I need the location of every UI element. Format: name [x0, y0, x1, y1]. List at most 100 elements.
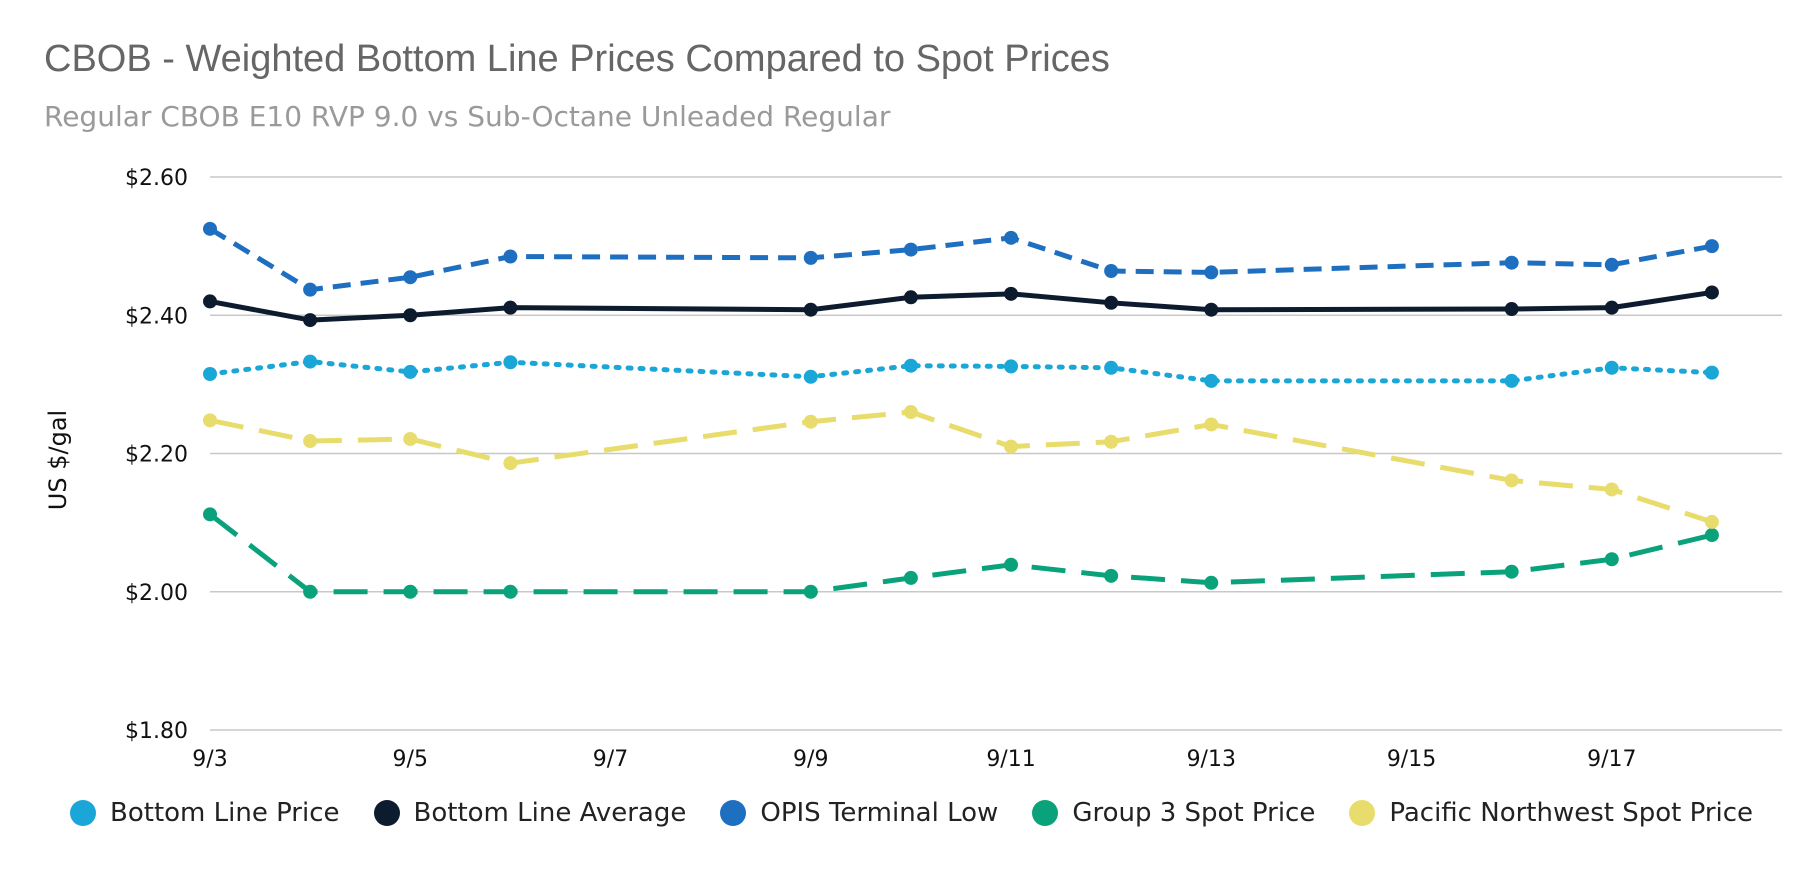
y-axis-label: US $/gal: [44, 410, 72, 510]
data-point: [1004, 439, 1019, 454]
data-point: [503, 300, 518, 315]
legend-item[interactable]: Pacific Northwest Spot Price: [1349, 798, 1753, 828]
chart-legend: Bottom Line Price Bottom Line Average OPIS…: [70, 798, 1753, 828]
data-point: [1504, 302, 1519, 317]
chart-subtitle: Regular CBOB E10 RVP 9.0 vs Sub-Octane U…: [44, 100, 891, 133]
x-axis-ticks: 9/3 9/5 9/7 9/9 9/11 9/13 9/15 9/17: [192, 747, 1636, 772]
data-point: [303, 584, 318, 599]
data-point: [903, 290, 918, 305]
data-point: [203, 367, 217, 382]
data-point: [303, 354, 318, 369]
data-point: [303, 313, 318, 328]
data-point: [1504, 473, 1519, 488]
data-point: [1504, 255, 1519, 270]
legend-swatch-icon: [1032, 800, 1059, 826]
y-tick-label: $1.80: [125, 719, 188, 744]
data-point: [203, 413, 217, 428]
data-point: [903, 358, 918, 373]
legend-item[interactable]: Bottom Line Price: [70, 798, 340, 828]
data-point: [1104, 568, 1119, 583]
series-points: [203, 221, 1719, 599]
data-point: [403, 431, 418, 446]
data-point: [1104, 360, 1119, 375]
series-line-pacific-northwest-spot-price: [209, 409, 1713, 525]
data-point: [1504, 564, 1519, 579]
legend-label: Bottom Line Price: [110, 798, 340, 828]
series-line-bottom-line-price: [207, 359, 1715, 384]
grid-lines: [210, 176, 1782, 731]
legend-item[interactable]: Group 3 Spot Price: [1032, 798, 1315, 828]
data-point: [403, 584, 418, 599]
x-tick-label: 9/11: [986, 747, 1035, 772]
legend-item[interactable]: Bottom Line Average: [373, 798, 687, 828]
series-line-group-3-spot-price: [208, 512, 1713, 595]
y-tick-label: $2.00: [125, 581, 188, 606]
data-point: [403, 364, 418, 379]
data-point: [1204, 302, 1219, 317]
legend-item[interactable]: OPIS Terminal Low: [720, 798, 998, 828]
x-tick-label: 9/17: [1587, 747, 1636, 772]
data-point: [503, 584, 518, 599]
data-point: [203, 507, 217, 522]
data-point: [1704, 285, 1719, 300]
data-point: [1104, 434, 1119, 449]
data-point: [1704, 239, 1719, 254]
data-point: [1704, 365, 1719, 380]
data-point: [1104, 295, 1119, 310]
data-point: [403, 270, 418, 285]
legend-label: Bottom Line Average: [413, 798, 687, 828]
data-point: [1704, 528, 1719, 543]
data-point: [1004, 557, 1019, 572]
x-tick-label: 9/7: [593, 747, 628, 772]
data-point: [503, 355, 518, 370]
data-point: [1604, 482, 1619, 497]
data-point: [503, 249, 518, 264]
data-point: [203, 221, 217, 236]
y-tick-label: $2.60: [125, 166, 188, 191]
x-tick-label: 9/9: [793, 747, 828, 772]
data-point: [1604, 257, 1619, 272]
data-point: [1004, 359, 1019, 374]
y-tick-label: $2.40: [125, 304, 188, 329]
legend-swatch-icon: [720, 800, 747, 826]
data-point: [803, 414, 818, 429]
data-point: [1104, 264, 1119, 279]
x-tick-label: 9/5: [393, 747, 428, 772]
data-point: [903, 242, 918, 257]
series-line-opis-terminal-low: [208, 226, 1713, 293]
data-point: [1204, 265, 1219, 280]
legend-label: Pacific Northwest Spot Price: [1389, 798, 1754, 828]
x-tick-label: 9/13: [1187, 747, 1236, 772]
y-axis-ticks: $1.80 $2.00 $2.20 $2.40 $2.60: [125, 166, 188, 744]
data-point: [1604, 300, 1619, 315]
data-point: [303, 282, 318, 297]
data-point: [303, 434, 318, 449]
data-point: [1604, 552, 1619, 567]
data-point: [203, 294, 217, 309]
data-point: [803, 250, 818, 265]
chart-title: CBOB - Weighted Bottom Line Prices Compa…: [44, 38, 1110, 80]
series-line-bottom-line-average: [209, 289, 1713, 323]
legend-label: Group 3 Spot Price: [1072, 798, 1316, 828]
x-tick-label: 9/15: [1387, 747, 1436, 772]
data-point: [1004, 230, 1019, 245]
legend-swatch-icon: [1349, 800, 1376, 826]
data-point: [403, 308, 418, 323]
data-point: [503, 456, 518, 471]
data-point: [803, 369, 818, 384]
data-point: [1604, 360, 1619, 375]
data-point: [903, 405, 918, 420]
series-lines: [207, 226, 1715, 595]
data-point: [1204, 373, 1219, 388]
legend-label: OPIS Terminal Low: [760, 798, 999, 828]
x-tick-label: 9/3: [192, 747, 227, 772]
y-tick-label: $2.20: [125, 443, 188, 468]
data-point: [1704, 514, 1719, 529]
data-point: [1004, 286, 1019, 301]
legend-swatch-icon: [373, 800, 400, 826]
legend-swatch-icon: [70, 800, 96, 826]
data-point: [1504, 373, 1519, 388]
data-point: [903, 570, 918, 585]
data-point: [1204, 417, 1219, 432]
